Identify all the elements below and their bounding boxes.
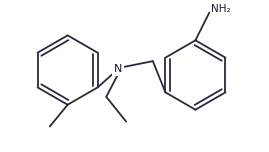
Text: NH₂: NH₂ (211, 4, 231, 14)
Text: N: N (114, 64, 122, 74)
